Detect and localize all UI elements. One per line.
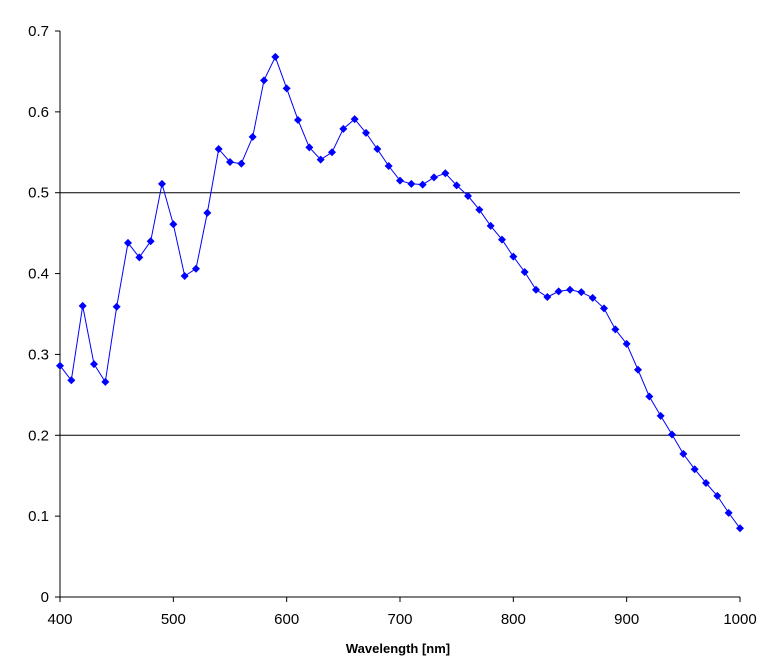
data-point [282,84,291,93]
data-point [736,524,744,533]
data-point [600,304,608,313]
data-point [577,288,586,297]
data-point [611,325,620,334]
data-point [78,301,87,310]
x-tick-label: 900 [614,611,639,628]
data-point [645,392,654,401]
data-point [192,264,200,273]
data-point [90,360,98,369]
data-point [724,508,733,517]
gridlines [60,192,740,436]
x-tick-label: 600 [274,611,299,628]
data-point [316,155,325,164]
y-tick-label: 0.2 [28,427,49,444]
x-tick-label: 1000 [723,611,756,628]
data-point [554,287,563,296]
data-point [339,124,348,133]
data-point [566,285,574,294]
y-tick-label: 0.7 [28,23,49,40]
data-point [180,271,189,280]
x-tick-label: 400 [47,611,72,628]
data-point [509,252,518,261]
data-point [248,132,257,141]
y-tick-label: 0 [41,589,49,606]
y-tick-label: 0.3 [28,346,49,363]
data-point [158,179,166,188]
data-point [67,376,76,385]
data-point [101,377,110,386]
data-point [679,449,688,458]
data-point [407,179,416,188]
data-point [112,302,121,311]
tick-labels: 0 0.1 0.2 0.3 0.4 0.5 0.6 0.7 400 500 600 700 800 900… [28,23,757,628]
y-tick-label: 0.4 [28,266,49,283]
data-point [588,293,597,302]
data-point [294,115,302,124]
data-point [430,173,438,182]
data-point [260,76,268,85]
data-point [305,143,314,152]
data-point [452,181,461,190]
data-point [271,52,280,61]
data-point [328,148,336,157]
y-tick-label: 0.1 [28,508,49,525]
data-point [634,365,642,374]
data-point [498,235,506,244]
data-point [668,430,676,439]
x-tick-label: 500 [161,611,186,628]
series-line [59,55,741,529]
data-point [475,205,484,214]
data-point [622,339,631,348]
data-point [532,285,540,294]
data-point [486,221,495,230]
data-point [396,176,404,185]
data-point [520,267,529,276]
data-point [362,128,370,137]
data-point [702,478,710,487]
data-series [56,52,744,533]
x-tick-label: 800 [501,611,526,628]
data-point [237,159,246,168]
data-point [56,361,64,370]
y-tick-label: 0.6 [28,104,49,121]
data-point [418,180,427,189]
data-point [656,411,665,420]
data-point [441,169,450,178]
x-tick-label: 700 [387,611,412,628]
data-point [384,162,393,171]
axes [55,30,741,602]
y-tick-label: 0.5 [28,185,49,202]
data-point [169,220,178,229]
data-point [713,491,722,500]
data-point [543,293,552,302]
data-point [350,115,359,124]
data-point [203,208,212,217]
data-point [135,253,144,262]
data-point [124,238,132,247]
data-point [146,237,155,246]
data-point [226,157,234,166]
data-point [214,145,223,154]
data-point [690,465,699,474]
x-axis-title: Wavelength [nm] [346,641,450,656]
data-point [464,191,472,200]
data-point [373,145,382,154]
